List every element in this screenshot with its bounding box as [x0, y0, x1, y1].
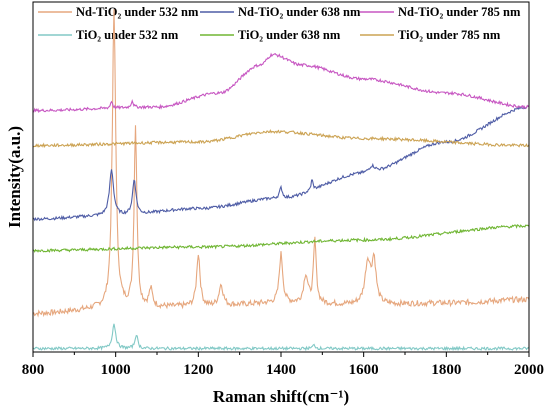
legend-label: TiO₂ under 785 nm [398, 28, 501, 42]
legend-label: TiO₂ under 638 nm [238, 28, 341, 42]
x-tick-label: 1600 [349, 362, 379, 378]
series-line [32, 105, 530, 222]
legend-label: Nd-TiO₂ under 638 nm [238, 5, 361, 19]
series-line [32, 128, 530, 148]
x-axis-title: Raman shift(cm⁻¹) [213, 387, 349, 406]
x-tick-label: 1400 [266, 362, 296, 378]
legend: Nd-TiO₂ under 532 nm Nd-TiO₂ under 638 nm… [38, 5, 521, 42]
x-axis-ticks: 800 1000 1200 1400 1600 1800 2000 [22, 352, 544, 378]
plot-frame [32, 1, 530, 353]
x-tick-label: 2000 [514, 362, 544, 378]
series-line [32, 9, 530, 318]
plot-series [32, 9, 530, 352]
series-line [32, 52, 530, 114]
series-line [32, 323, 530, 352]
legend-label: Nd-TiO₂ under 785 nm [398, 5, 521, 19]
x-tick-label: 1000 [101, 362, 131, 378]
x-tick-label: 1800 [431, 362, 461, 378]
series-line [32, 224, 530, 253]
legend-label: TiO₂ under 532 nm [76, 28, 179, 42]
x-tick-label: 800 [22, 362, 45, 378]
x-tick-label: 1200 [183, 362, 213, 378]
legend-label: Nd-TiO₂ under 532 nm [76, 5, 199, 19]
y-axis-title: Intensity(a.u.) [5, 126, 24, 228]
